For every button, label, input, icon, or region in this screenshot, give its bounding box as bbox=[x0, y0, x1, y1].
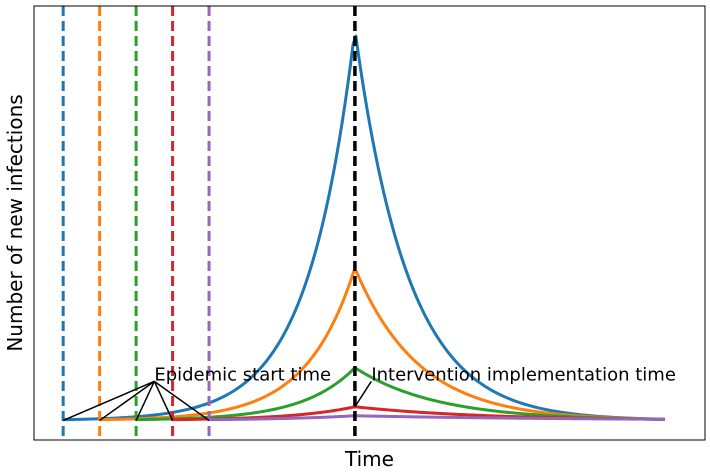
annotations-layer: Epidemic start time Intervention implemen… bbox=[62, 364, 676, 422]
annotation-1-pointer-4 bbox=[153, 381, 174, 421]
x-axis-label: Time bbox=[344, 447, 394, 471]
annotation-1-pointer-2 bbox=[99, 380, 155, 422]
annotation-1-pointer-5 bbox=[153, 380, 210, 422]
series-line-5 bbox=[209, 414, 665, 422]
annotation-1-text: Epidemic start time bbox=[154, 364, 331, 385]
plot-frame bbox=[33, 5, 706, 441]
annotation-2-text: Intervention implementation time bbox=[371, 364, 676, 385]
annotation-1-pointer-3 bbox=[135, 381, 156, 421]
y-axis-label: Number of new infections bbox=[3, 94, 27, 351]
series-line-1 bbox=[63, 34, 665, 422]
series-lines-layer bbox=[63, 34, 665, 422]
annotation-2-pointer-1 bbox=[354, 380, 372, 408]
series-line-2 bbox=[99, 269, 665, 422]
start-time-lines-layer bbox=[61, 6, 357, 440]
annotation-1-pointer-1 bbox=[62, 380, 155, 422]
